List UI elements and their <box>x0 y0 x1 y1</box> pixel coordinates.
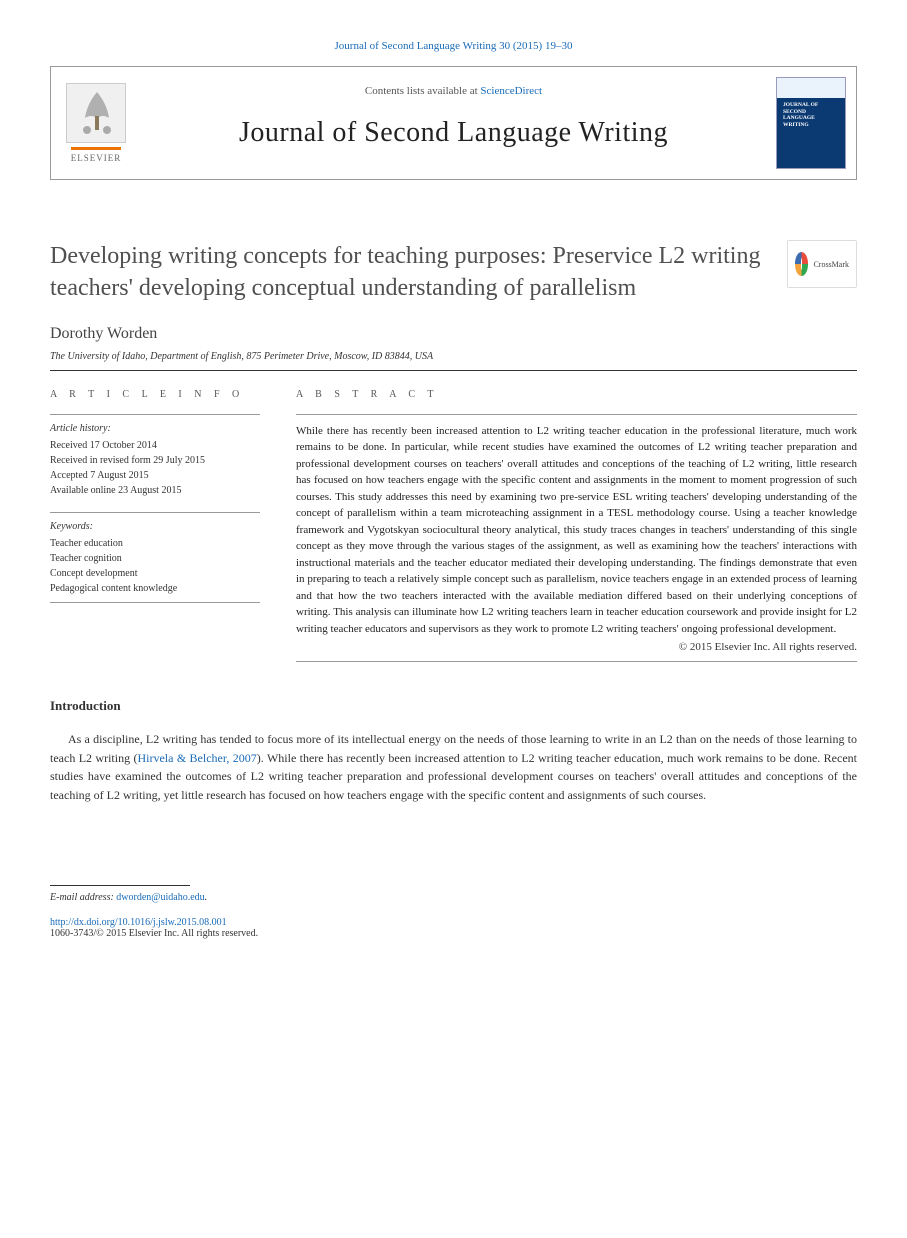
divider <box>50 370 857 371</box>
author-email-link[interactable]: dworden@uidaho.edu <box>116 892 204 903</box>
abstract-rule-bottom <box>296 661 857 662</box>
article-history-block: Article history: Received 17 October 201… <box>50 414 260 498</box>
keywords-block: Keywords: Teacher education Teacher cogn… <box>50 512 260 603</box>
elsevier-logo-block[interactable]: ELSEVIER <box>51 67 141 179</box>
footer-divider <box>50 885 190 886</box>
doi-line: http://dx.doi.org/10.1016/j.jslw.2015.08… <box>50 917 857 928</box>
abstract-text: While there has recently been increased … <box>296 423 857 638</box>
introduction-heading: Introduction <box>50 698 857 714</box>
abstract-rule <box>296 414 857 415</box>
keyword: Pedagogical content knowledge <box>50 581 260 596</box>
cover-image: JOURNAL OF SECOND LANGUAGE WRITING <box>776 77 846 169</box>
history-header: Article history: <box>50 421 260 436</box>
email-line: E-mail address: dworden@uidaho.edu. <box>50 892 857 903</box>
contents-prefix: Contents lists available at <box>365 85 480 97</box>
article-title: Developing writing concepts for teaching… <box>50 240 767 305</box>
abstract-column: A B S T R A C T While there has recently… <box>296 389 857 663</box>
history-item: Received 17 October 2014 <box>50 438 260 453</box>
keywords-header: Keywords: <box>50 519 260 534</box>
keyword: Teacher cognition <box>50 551 260 566</box>
article-info-column: A R T I C L E I N F O Article history: R… <box>50 389 260 663</box>
article-info-label: A R T I C L E I N F O <box>50 389 260 400</box>
history-item: Accepted 7 August 2015 <box>50 468 260 483</box>
header-center: Contents lists available at ScienceDirec… <box>141 67 766 179</box>
introduction-paragraph: As a discipline, L2 writing has tended t… <box>50 730 857 804</box>
doi-link[interactable]: http://dx.doi.org/10.1016/j.jslw.2015.08… <box>50 917 227 928</box>
journal-cover-thumb[interactable]: JOURNAL OF SECOND LANGUAGE WRITING <box>766 67 856 179</box>
email-label: E-mail address: <box>50 892 116 903</box>
journal-reference-line: Journal of Second Language Writing 30 (2… <box>50 40 857 52</box>
history-item: Received in revised form 29 July 2015 <box>50 453 260 468</box>
crossmark-badge[interactable]: CrossMark <box>787 240 857 288</box>
elsevier-wordmark: ELSEVIER <box>71 147 122 163</box>
history-item: Available online 23 August 2015 <box>50 483 260 498</box>
journal-header-box: ELSEVIER Contents lists available at Sci… <box>50 66 857 180</box>
abstract-label: A B S T R A C T <box>296 389 857 400</box>
footer-block: E-mail address: dworden@uidaho.edu. http… <box>50 885 857 939</box>
author-affiliation: The University of Idaho, Department of E… <box>50 351 857 362</box>
crossmark-icon <box>795 252 808 276</box>
sciencedirect-link[interactable]: ScienceDirect <box>480 85 542 97</box>
keyword: Teacher education <box>50 536 260 551</box>
contents-available-line: Contents lists available at ScienceDirec… <box>151 85 756 97</box>
cover-title-text: JOURNAL OF SECOND LANGUAGE WRITING <box>783 102 839 128</box>
journal-name: Journal of Second Language Writing <box>151 117 756 149</box>
crossmark-label: CrossMark <box>813 260 849 269</box>
elsevier-tree-icon <box>66 83 126 143</box>
citation-link[interactable]: Hirvela & Belcher, 2007 <box>137 751 256 765</box>
issn-copyright: 1060-3743/© 2015 Elsevier Inc. All right… <box>50 928 857 939</box>
author-name: Dorothy Worden <box>50 325 857 343</box>
journal-reference-link[interactable]: Journal of Second Language Writing 30 (2… <box>335 40 573 52</box>
keyword: Concept development <box>50 566 260 581</box>
abstract-copyright: © 2015 Elsevier Inc. All rights reserved… <box>296 641 857 653</box>
